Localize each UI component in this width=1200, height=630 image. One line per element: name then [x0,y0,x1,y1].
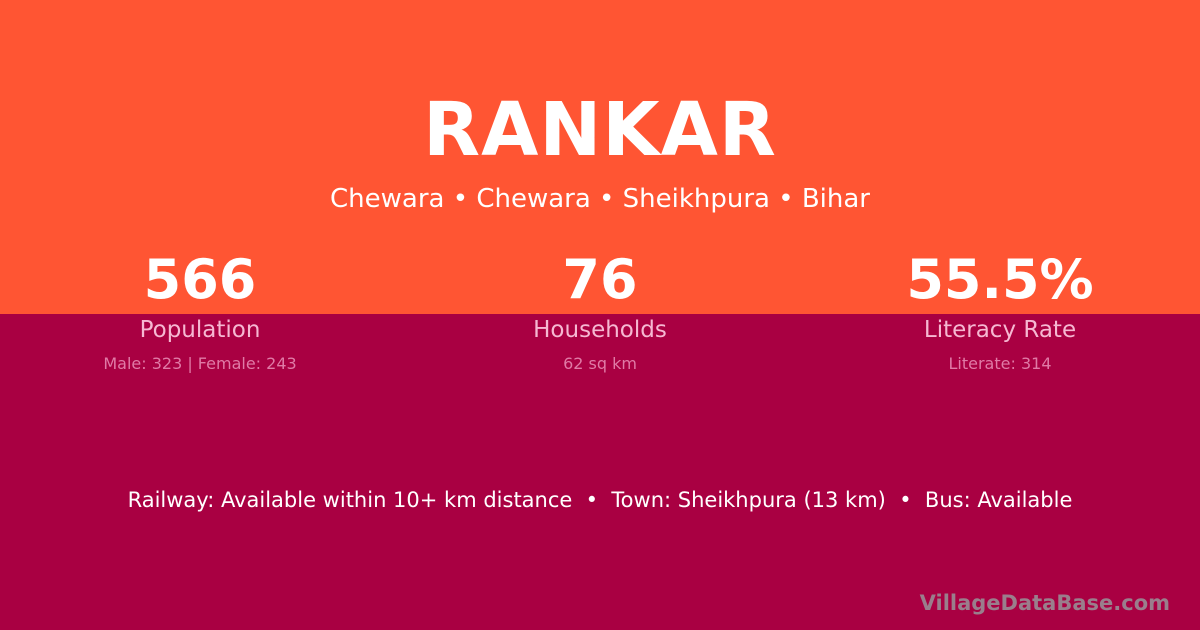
stat-detail: 62 sq km [563,354,637,373]
stat-label: Population [139,317,261,343]
header-band [0,0,1200,314]
village-title: RANKAR [423,87,777,173]
stat-value: 55.5% [906,248,1094,311]
stat-value: 76 [562,248,638,311]
stat-detail: Literate: 314 [948,354,1052,373]
stat-value: 566 [143,248,257,311]
stat-detail: Male: 323 | Female: 243 [103,354,297,373]
stat-label: Households [533,317,667,343]
stat-label: Literacy Rate [923,317,1077,343]
stat-population: 566 Population Male: 323 | Female: 243 [0,0,400,630]
connectivity-info: Railway: Available within 10+ km distanc… [127,488,1073,512]
location-breadcrumb: Chewara • Chewara • Sheikhpura • Bihar [330,184,870,214]
brand-watermark: VillageDataBase.com [919,591,1170,615]
